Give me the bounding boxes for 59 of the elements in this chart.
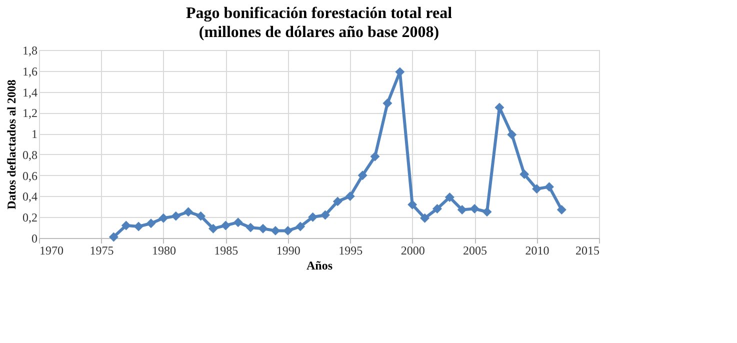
point — [220, 220, 230, 230]
point — [184, 207, 194, 217]
point — [520, 170, 530, 180]
x-tick-label: 1970 — [40, 244, 64, 258]
y-tick-label: 0,2 — [22, 210, 38, 225]
point — [444, 192, 454, 202]
x-tick-label: 1995 — [338, 244, 363, 258]
y-axis-title: Datos deflactados al 2008 — [4, 80, 18, 210]
point — [134, 222, 144, 232]
y-tick-label: 0 — [32, 232, 38, 246]
x-tick-label: 2010 — [525, 244, 550, 258]
x-tick-label: 2000 — [400, 244, 425, 258]
x-tick-label: 1980 — [152, 244, 176, 258]
point — [146, 218, 156, 228]
point — [270, 226, 280, 236]
point — [320, 210, 330, 220]
point — [358, 170, 368, 180]
point — [457, 205, 467, 215]
y-tick-label: 0,4 — [22, 190, 38, 204]
y-tick-label: 1,8 — [22, 44, 38, 58]
y-tick-label: 0,8 — [22, 148, 38, 162]
point — [382, 98, 392, 108]
point — [332, 196, 342, 206]
point — [246, 222, 256, 232]
point — [482, 207, 492, 217]
point — [283, 226, 293, 236]
x-tick-label: 2015 — [576, 244, 600, 258]
point — [196, 211, 206, 221]
y-tick-label: 1,4 — [22, 85, 38, 100]
point — [296, 222, 306, 232]
point — [208, 224, 218, 234]
point — [158, 213, 168, 223]
point — [544, 182, 554, 192]
x-axis-title: Años — [306, 258, 333, 272]
point — [308, 212, 318, 222]
chart-subtitle: (millones de dólares año base 2008) — [198, 24, 440, 41]
point — [233, 218, 243, 228]
point — [108, 232, 118, 242]
point — [370, 152, 380, 162]
point — [556, 205, 566, 215]
point — [470, 204, 480, 214]
x-tick-label: 2005 — [463, 244, 488, 258]
point — [345, 191, 355, 201]
chart-title: Pago bonificación forestación total real — [186, 5, 453, 22]
point — [408, 200, 418, 210]
y-tick-label: 1,2 — [22, 106, 38, 120]
x-tick-label: 1975 — [90, 244, 114, 258]
x-tick-label: 1990 — [276, 244, 300, 258]
point — [420, 213, 430, 223]
point — [171, 211, 181, 221]
point — [507, 130, 517, 140]
point — [121, 220, 131, 230]
y-tick-label: 1,6 — [22, 64, 38, 78]
x-tick-label: 1985 — [214, 244, 238, 258]
point — [432, 204, 442, 214]
point — [532, 184, 542, 194]
y-tick-label: 1 — [32, 127, 38, 142]
y-tick-label: 0,6 — [22, 168, 38, 183]
point — [258, 224, 268, 234]
